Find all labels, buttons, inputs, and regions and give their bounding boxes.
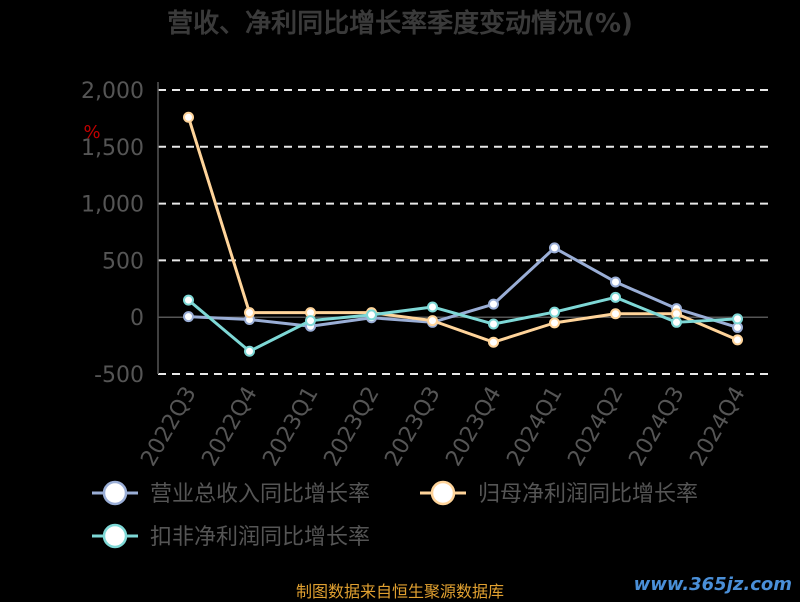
x-tick-label: 2024Q1 [502,383,567,471]
data-point [427,301,438,313]
y-tick-label: 1,500 [81,136,144,161]
data-point [488,318,499,330]
legend-label: 归母净利润同比增长率 [478,482,698,507]
data-point [671,316,682,328]
x-tick-label: 2024Q4 [685,383,750,471]
data-point [305,315,316,327]
y-axis-unit-label: % [83,122,100,143]
y-tick-label: 1,000 [81,193,144,218]
x-tick-label: 2024Q3 [624,383,689,471]
y-tick-label: -500 [94,363,144,388]
data-point [488,298,499,310]
legend-marker [430,480,456,506]
x-tick-label: 2024Q2 [563,383,628,471]
data-point [366,309,377,321]
y-axis-ticks: 2,000 1,500 1,000 500 0 -500 [81,79,144,388]
x-tick-label: 2022Q4 [197,383,262,471]
series-line [187,116,739,344]
legend-label: 营业总收入同比增长率 [150,482,370,507]
legend-marker [102,523,128,549]
data-point [183,311,194,323]
x-tick-label: 2023Q4 [441,383,506,471]
data-point [732,313,743,325]
legend-marker [102,480,128,506]
data-point [549,306,560,318]
watermark: www.365jz.com [633,574,792,595]
data-point [488,336,499,348]
x-tick-label: 2023Q1 [258,383,323,471]
y-tick-label: 2,000 [81,79,144,104]
y-tick-label: 500 [102,249,144,274]
x-tick-label: 2023Q3 [380,383,445,471]
data-point [244,345,255,357]
legend-label: 扣非净利润同比增长率 [150,525,370,550]
data-point [549,242,560,254]
data-source-note: 制图数据来自恒生聚源数据库 [295,582,504,601]
data-point [549,317,560,329]
data-point [610,308,621,320]
data-point [427,315,438,327]
x-tick-label: 2022Q3 [136,383,201,471]
series-line [188,246,738,329]
data-point [610,291,621,303]
x-tick-label: 2023Q2 [319,383,384,471]
data-point [183,111,194,123]
y-tick-label: 0 [130,306,144,331]
series-lines [183,111,743,357]
chart-title: 营收、净利同比增长率季度变动情况(%) [167,8,633,39]
data-point [244,307,255,319]
data-point [732,334,743,346]
data-point [183,294,194,306]
data-point [610,276,621,288]
x-axis-ticks: 2022Q32022Q42023Q12023Q22023Q32023Q42024… [136,383,750,471]
series-line [187,295,738,353]
